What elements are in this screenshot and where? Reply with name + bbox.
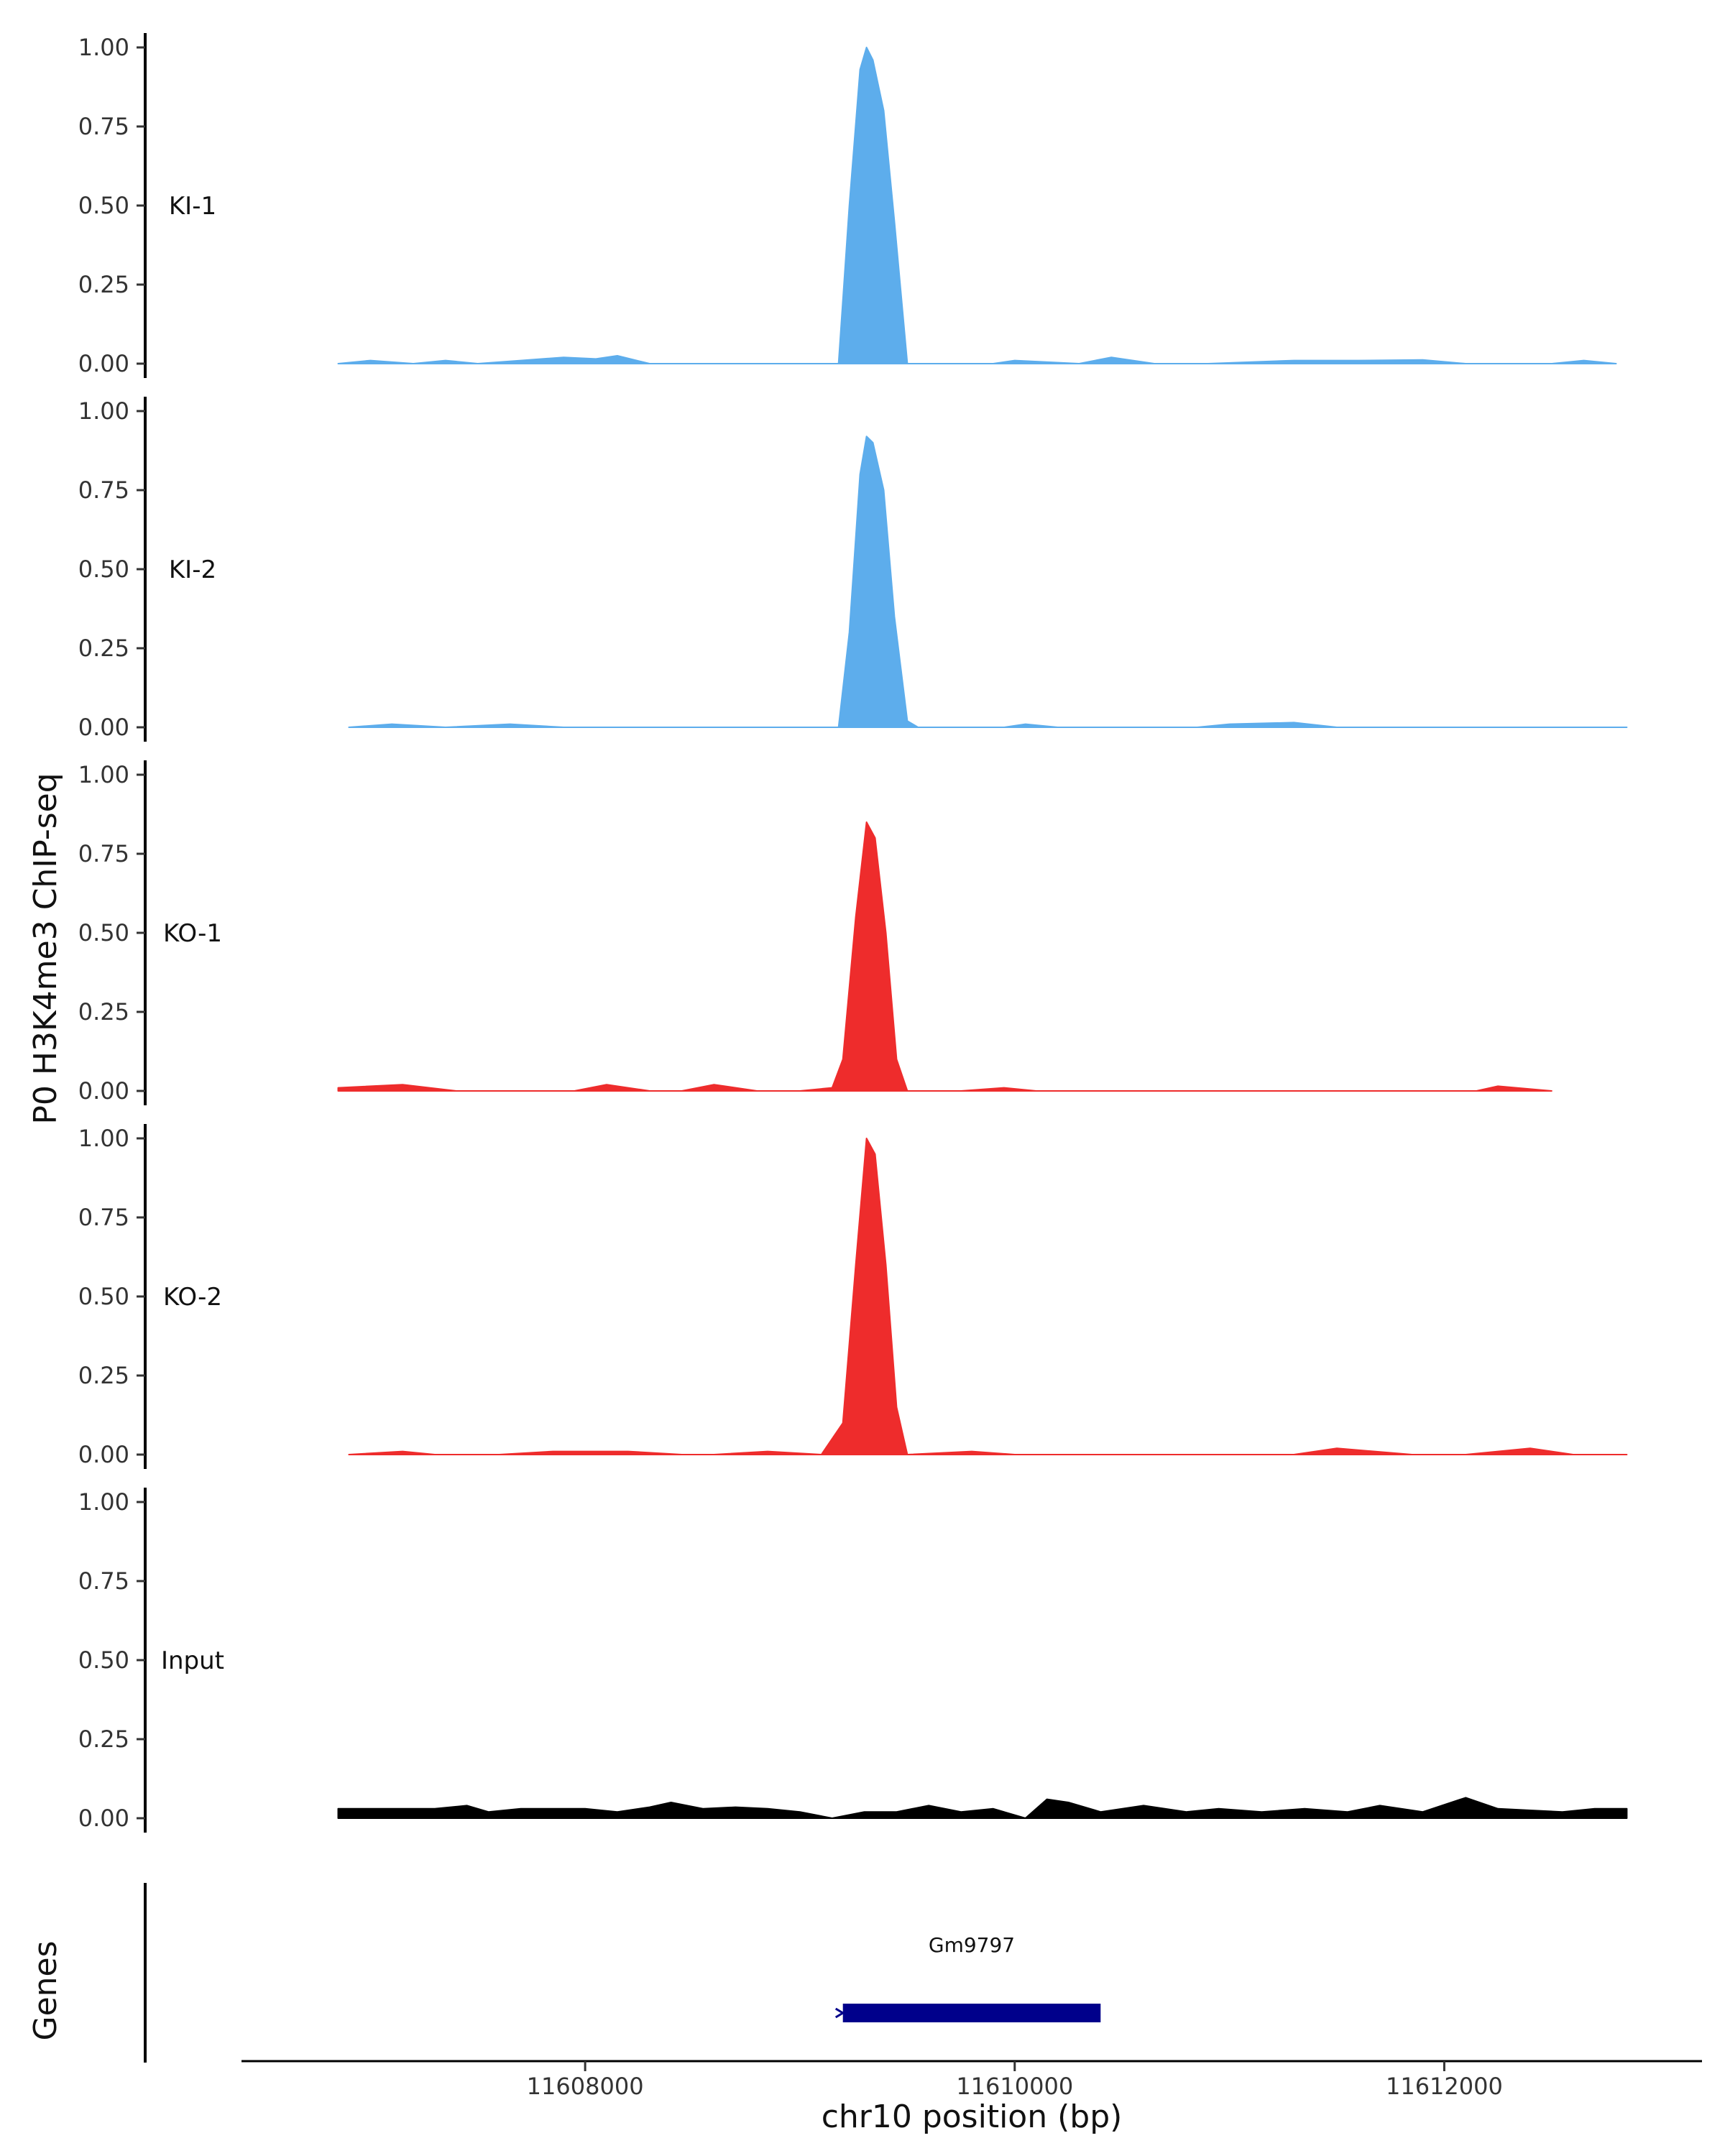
y-tick-label: 0.75 [78, 113, 129, 140]
gene-strand-arrow [834, 2007, 845, 2019]
y-tick-label: 0.25 [78, 998, 129, 1026]
y-tick-label: 0.50 [78, 556, 129, 583]
y-tick-label: 1.00 [78, 1488, 129, 1516]
signal-area [348, 436, 1628, 728]
y-tick-label: 1.00 [78, 34, 129, 61]
y-axis-title: P0 H3K4me3 ChIP-seq [27, 773, 64, 1124]
track-label: KI-1 [169, 192, 216, 221]
track-label: KO-2 [163, 1283, 222, 1312]
y-tick-label: 1.00 [78, 397, 129, 425]
y-tick-label: 1.00 [78, 1125, 129, 1152]
signal-area [337, 47, 1617, 364]
genes-track: Genes Gm9797 [27, 1883, 1101, 2063]
y-tick-label: 0.00 [78, 1077, 129, 1105]
gene-label: Gm9797 [929, 1933, 1015, 1957]
track-label: Input [161, 1646, 224, 1675]
y-tick-label: 0.00 [78, 1441, 129, 1468]
signal-area [337, 1797, 1628, 1819]
y-tick-label: 0.75 [78, 1567, 129, 1595]
gene-body [842, 2004, 1101, 2022]
track-ki-2: 0.00 0.25 0.50 0.75 1.00 KI-2 [78, 397, 1628, 742]
y-tick-label: 0.00 [78, 350, 129, 377]
y-tick-label: 0.00 [78, 1805, 129, 1832]
y-tick-label: 0.25 [78, 635, 129, 662]
track-input: 0.00 0.25 0.50 0.75 1.00 Input [78, 1488, 1628, 1833]
y-tick-label: 0.50 [78, 1646, 129, 1674]
track-label: KI-2 [169, 556, 216, 584]
y-tick-label: 0.50 [78, 192, 129, 219]
y-tick-label: 0.75 [78, 1204, 129, 1231]
track-ko-1: 0.00 0.25 0.50 0.75 1.00 KO-1 [78, 760, 1552, 1105]
y-tick-label: 0.75 [78, 476, 129, 504]
track-ki-1: 0.00 0.25 0.50 0.75 1.00 KI-1 [78, 33, 1617, 378]
track-ko-2: 0.00 0.25 0.50 0.75 1.00 KO-2 [78, 1124, 1628, 1469]
y-tick-label: 1.00 [78, 761, 129, 788]
x-tick-label: 11608000 [527, 2073, 644, 2100]
signal-area [348, 1138, 1628, 1455]
signal-area [337, 821, 1552, 1092]
x-tick-label: 11610000 [956, 2073, 1073, 2100]
y-tick-label: 0.50 [78, 1283, 129, 1310]
gene-gm9797: Gm9797 [834, 1933, 1101, 2022]
y-tick-label: 0.25 [78, 1362, 129, 1389]
y-tick-label: 0.00 [78, 714, 129, 741]
genes-label: Genes [27, 1940, 64, 2040]
x-axis-title: chr10 position (bp) [822, 2099, 1123, 2135]
y-tick-label: 0.25 [78, 1726, 129, 1753]
y-tick-label: 0.50 [78, 919, 129, 946]
y-tick-label: 0.75 [78, 840, 129, 867]
tracks-layer: 0.00 0.25 0.50 0.75 1.00 KI-1 0.00 0.25 0.50 0.75… [78, 33, 1628, 1833]
y-tick-label: 0.25 [78, 271, 129, 298]
track-label: KO-1 [163, 919, 222, 948]
x-axis: chr10 position (bp) 11608000 11610000 1161… [242, 2060, 1702, 2135]
x-tick-label: 11612000 [1386, 2073, 1503, 2100]
